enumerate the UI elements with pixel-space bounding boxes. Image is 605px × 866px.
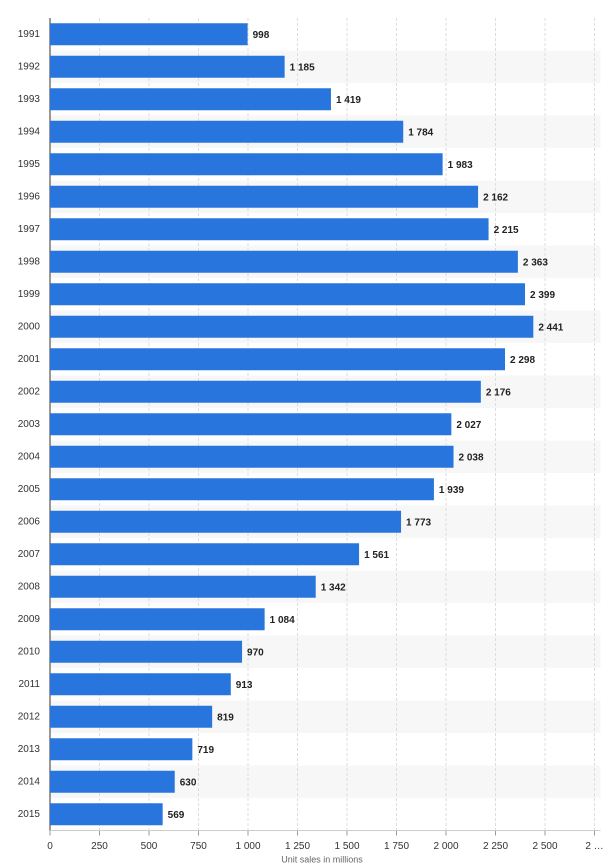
bar [50,55,285,78]
bar [50,445,454,468]
value-label: 1 773 [406,517,431,528]
bar [50,738,193,761]
y-tick-label: 2005 [18,484,41,495]
x-tick-label: 2 … [585,841,603,852]
value-label: 569 [168,810,185,821]
x-tick-label: 2 000 [433,841,458,852]
y-tick-label: 1994 [18,126,41,137]
y-tick-label: 1993 [18,94,41,105]
bar [50,315,534,338]
y-tick-label: 2013 [18,744,41,755]
y-tick-label: 2011 [18,679,40,690]
value-label: 1 342 [321,582,346,593]
value-label: 913 [236,680,253,691]
value-label: 2 363 [523,257,548,268]
bar [50,575,316,598]
y-tick-label: 1995 [18,159,41,170]
value-label: 2 298 [510,355,535,366]
y-tick-label: 2009 [18,614,41,625]
y-tick-label: 2007 [18,549,41,560]
value-label: 1 784 [408,127,433,138]
bar [50,283,526,306]
value-label: 2 027 [456,420,481,431]
bar [50,153,443,176]
value-label: 719 [197,745,214,756]
value-label: 2 162 [483,192,508,203]
value-label: 2 215 [494,225,519,236]
bar [50,640,243,663]
value-label: 2 441 [538,322,563,333]
y-tick-label: 2003 [18,419,41,430]
y-tick-label: 2002 [18,386,41,397]
bar [50,23,248,46]
bar [50,348,506,371]
value-label: 1 939 [439,485,464,496]
value-label: 630 [180,777,197,788]
value-label: 819 [217,712,234,723]
x-axis-label: Unit sales in millions [281,854,363,864]
x-tick-label: 1 000 [235,841,260,852]
bar [50,88,331,111]
value-label: 1 983 [448,160,473,171]
y-tick-label: 1997 [18,224,41,235]
bar [50,705,213,728]
bar [50,120,404,143]
y-tick-label: 2015 [18,809,41,820]
bar [50,218,489,241]
x-tick-label: 2 250 [483,841,508,852]
y-tick-label: 2004 [18,451,41,462]
value-label: 2 176 [486,387,511,398]
bar [50,803,163,826]
y-tick-label: 2010 [18,646,41,657]
x-tick-label: 500 [141,841,158,852]
y-tick-label: 1999 [18,289,41,300]
bar [50,478,434,501]
y-tick-label: 2001 [18,354,41,365]
x-tick-label: 1 750 [384,841,409,852]
value-label: 970 [247,647,264,658]
y-tick-label: 2000 [18,321,41,332]
x-tick-label: 0 [47,841,53,852]
bar [50,413,452,436]
value-label: 1 419 [336,95,361,106]
y-tick-label: 2014 [18,776,41,787]
value-label: 1 561 [364,550,389,561]
bar [50,510,402,533]
x-tick-label: 1 500 [334,841,359,852]
bar [50,543,360,566]
bar [50,673,231,696]
bar [50,770,175,793]
bar [50,380,481,403]
bar [50,608,265,631]
value-label: 1 185 [290,62,315,73]
y-tick-label: 1996 [18,191,41,202]
value-label: 998 [253,30,270,41]
y-tick-label: 2006 [18,516,41,527]
y-tick-label: 1992 [18,61,41,72]
x-tick-label: 750 [190,841,207,852]
x-tick-label: 2 500 [532,841,557,852]
bar [50,250,518,273]
y-tick-label: 1991 [18,29,41,40]
x-tick-label: 250 [91,841,108,852]
y-tick-label: 1998 [18,256,41,267]
value-label: 1 084 [270,615,295,626]
y-tick-label: 2012 [18,711,41,722]
value-label: 2 038 [459,452,484,463]
y-tick-label: 2008 [18,581,41,592]
value-label: 2 399 [530,290,555,301]
bar [50,185,479,208]
x-tick-label: 1 250 [285,841,310,852]
